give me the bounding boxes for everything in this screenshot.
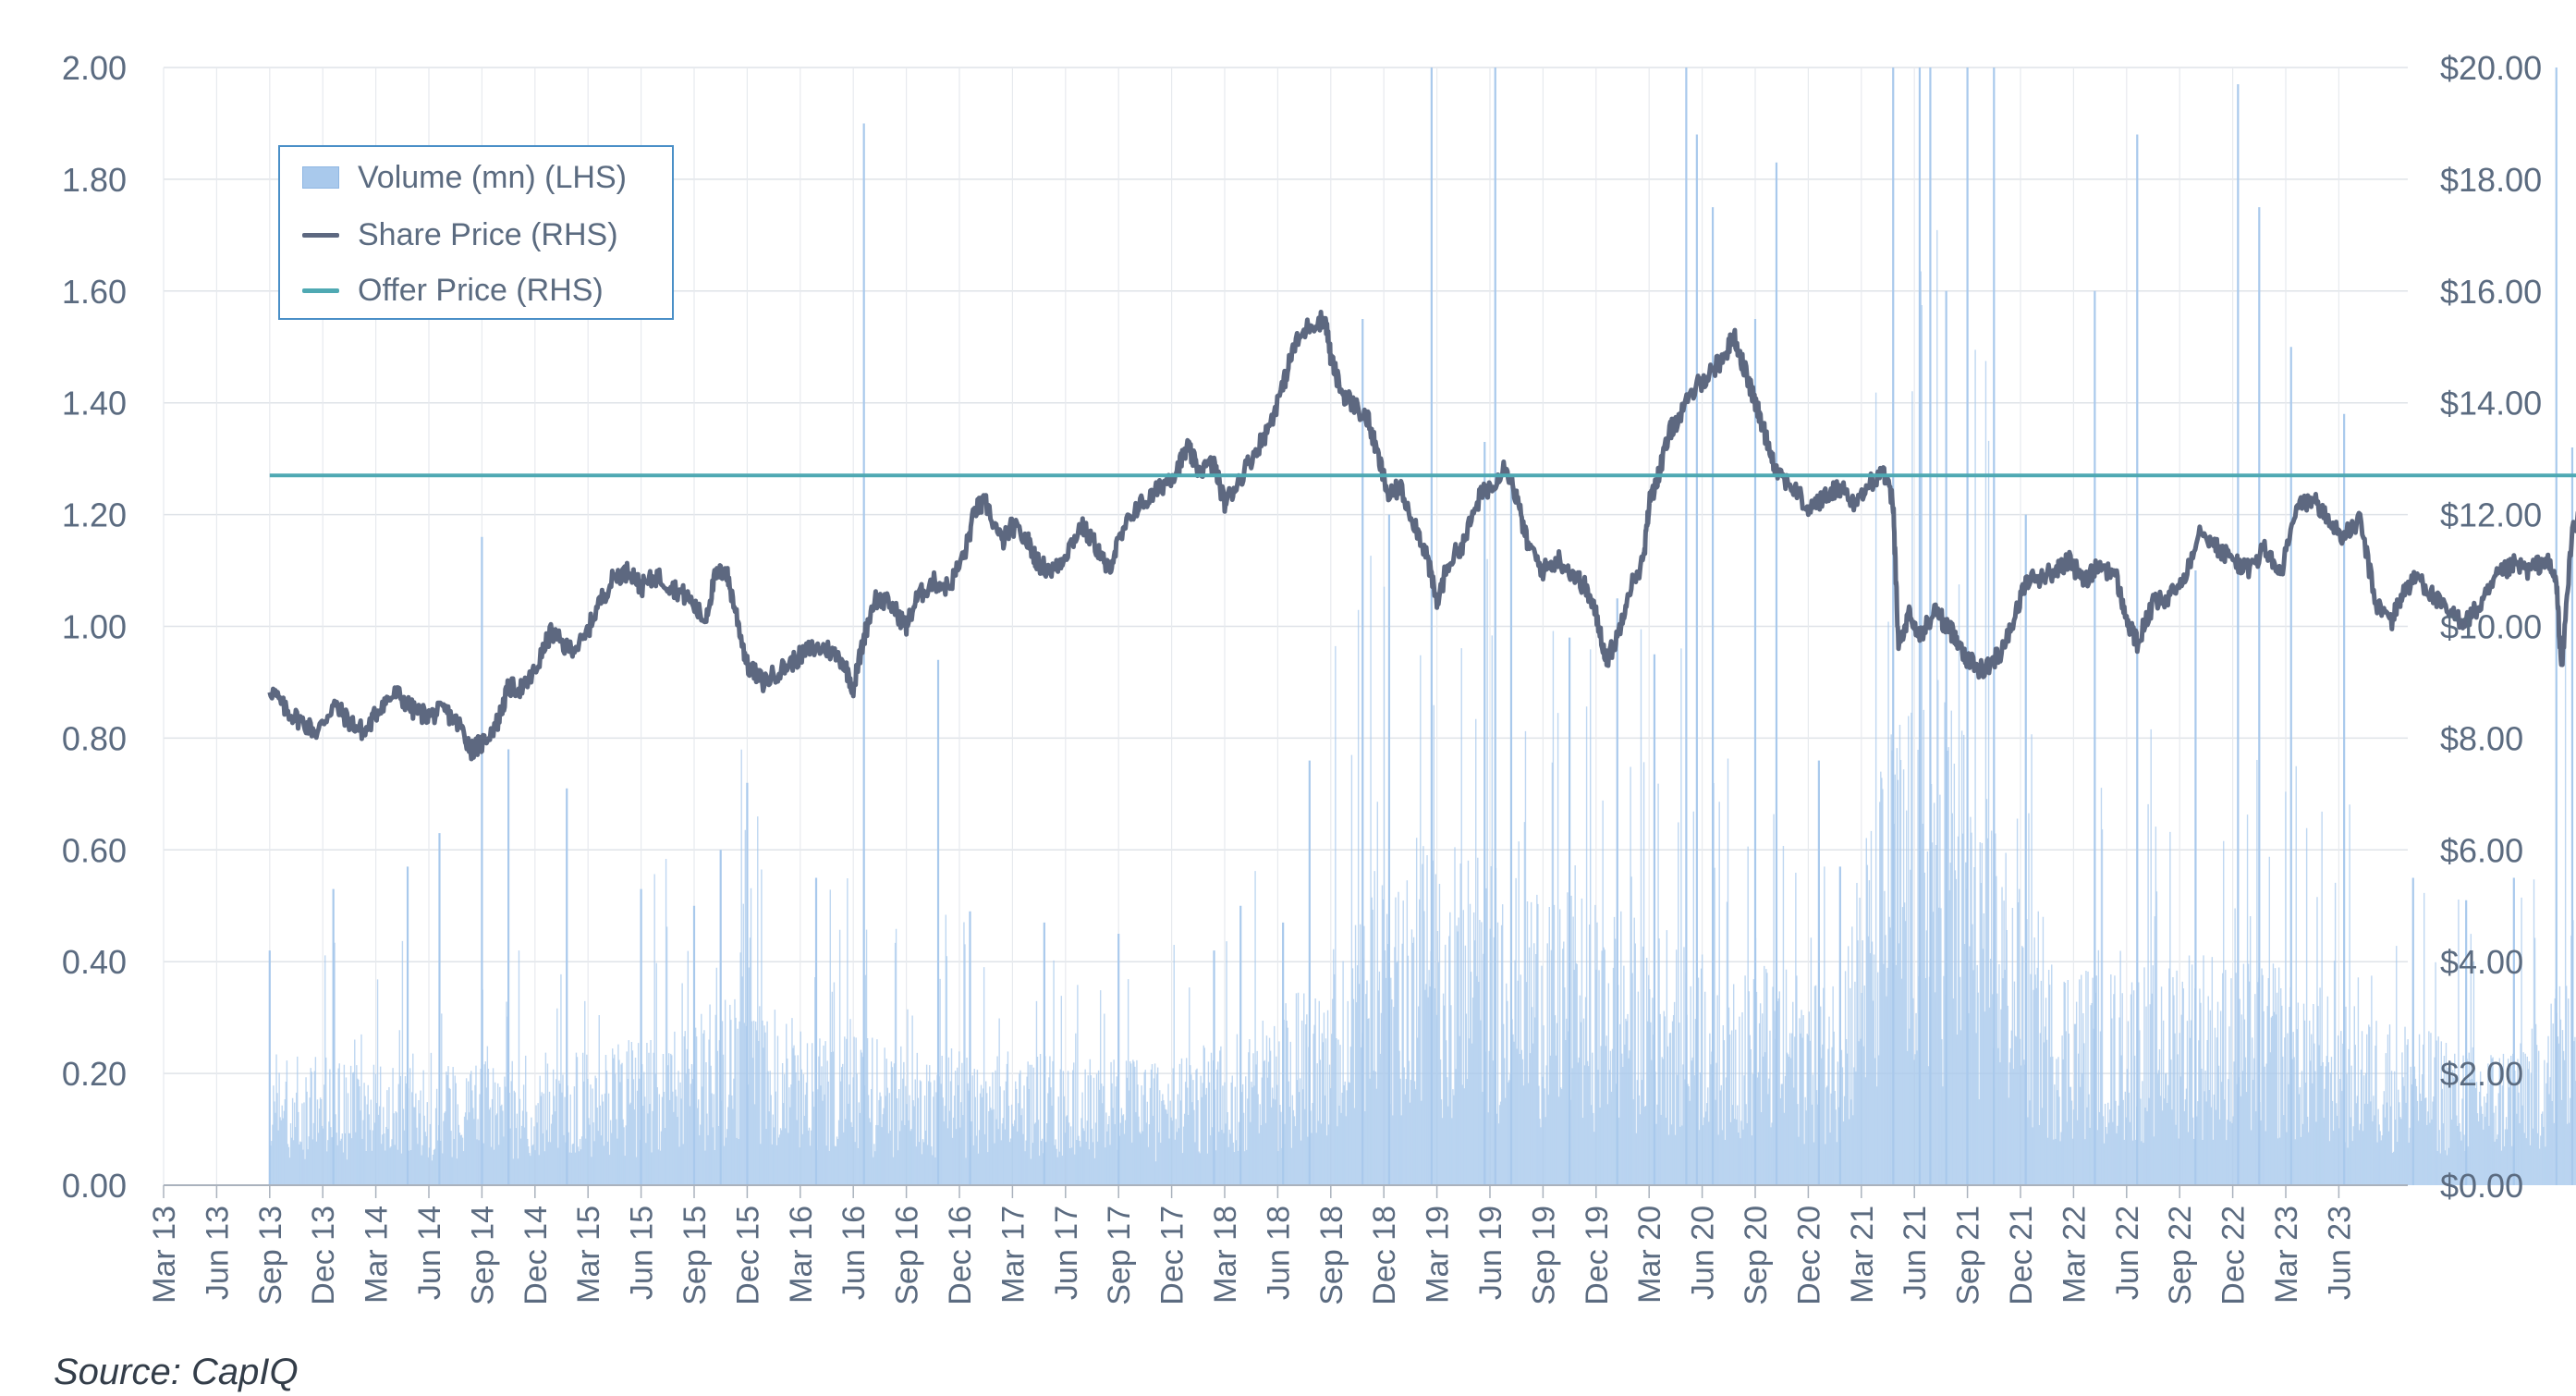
- x-tick-label: Dec 17: [1155, 1206, 1190, 1305]
- x-tick-label: Dec 19: [1580, 1206, 1615, 1305]
- x-tick-label: Dec 18: [1367, 1206, 1402, 1305]
- x-tick-label: Jun 17: [1049, 1206, 1084, 1300]
- x-tick-label: Dec 15: [730, 1206, 765, 1305]
- x-tick-label: Mar 20: [1632, 1206, 1667, 1304]
- x-tick-label: Mar 23: [2269, 1206, 2304, 1304]
- right-tick-label: $12.00: [2440, 496, 2542, 534]
- x-tick-label: Sep 19: [1526, 1206, 1561, 1305]
- left-tick-label: 2.00: [62, 49, 127, 87]
- right-tick-label: $2.00: [2440, 1055, 2523, 1093]
- x-tick-label: Mar 22: [2057, 1206, 2092, 1304]
- right-tick-label: $8.00: [2440, 719, 2523, 757]
- left-tick-label: 0.00: [62, 1167, 127, 1205]
- volume-bars: [268, 67, 2576, 1185]
- x-tick-label: Jun 23: [2322, 1206, 2357, 1300]
- right-tick-label: $0.00: [2440, 1167, 2523, 1205]
- price-lines: [267, 310, 2576, 762]
- right-axis-ticks: $0.00 $2.00 $4.00 $6.00 $8.00 $10.00 $12.00 $14…: [2440, 49, 2542, 1205]
- x-tick-label: Mar 13: [147, 1206, 182, 1304]
- legend-item-share-price: Share Price (RHS): [302, 212, 618, 258]
- x-tick-label: Sep 21: [1951, 1206, 1986, 1305]
- x-tick-label: Sep 15: [678, 1206, 713, 1305]
- right-tick-label: $4.00: [2440, 943, 2523, 981]
- legend-item-volume: Volume (mn) (LHS): [302, 154, 627, 201]
- x-tick-label: Jun 15: [625, 1206, 660, 1300]
- x-tick-label: Jun 18: [1261, 1206, 1296, 1300]
- left-tick-label: 0.20: [62, 1055, 127, 1093]
- left-tick-label: 0.60: [62, 831, 127, 869]
- x-tick-label: Mar 19: [1421, 1206, 1456, 1304]
- x-tick-label: Sep 13: [253, 1206, 288, 1305]
- x-tick-label: Sep 20: [1739, 1206, 1774, 1305]
- x-tick-label: Mar 18: [1208, 1206, 1243, 1304]
- legend-item-offer-price: Offer Price (RHS): [302, 267, 604, 313]
- x-tick-label: Jun 21: [1898, 1206, 1933, 1300]
- right-tick-label: $18.00: [2440, 161, 2542, 199]
- x-tick-label: Dec 21: [2004, 1206, 2039, 1305]
- axes: [163, 1184, 2408, 1198]
- left-tick-label: 0.80: [62, 719, 127, 757]
- x-tick-label: Sep 17: [1102, 1206, 1137, 1305]
- legend-label-offer-price: Offer Price (RHS): [358, 272, 604, 308]
- right-tick-label: $16.00: [2440, 273, 2542, 311]
- left-axis-ticks: 0.00 0.20 0.40 0.60 0.80 1.00 1.20 1.40 1.60 1.80…: [62, 49, 127, 1205]
- x-tick-label: Sep 16: [890, 1206, 925, 1305]
- left-tick-label: 1.80: [62, 161, 127, 199]
- x-tick-label: Mar 17: [995, 1206, 1031, 1304]
- left-tick-label: 1.60: [62, 273, 127, 311]
- legend: Volume (mn) (LHS) Share Price (RHS) Offe…: [278, 145, 674, 320]
- x-tick-label: Jun 16: [836, 1206, 872, 1300]
- x-axis-ticks: Mar 13 Jun 13 Sep 13 Dec 13 Mar 14 Jun 14 Sep …: [147, 1206, 2357, 1305]
- left-tick-label: 1.40: [62, 385, 127, 422]
- x-tick-label: Dec 22: [2216, 1206, 2252, 1305]
- x-tick-label: Dec 14: [519, 1206, 554, 1305]
- x-tick-label: Sep 18: [1314, 1206, 1349, 1305]
- x-tick-label: Jun 19: [1473, 1206, 1508, 1300]
- x-tick-label: Jun 20: [1686, 1206, 1721, 1300]
- right-tick-label: $14.00: [2440, 385, 2542, 422]
- x-tick-label: Sep 22: [2163, 1206, 2198, 1305]
- x-tick-label: Mar 15: [571, 1206, 606, 1304]
- x-tick-label: Sep 14: [465, 1206, 500, 1305]
- share-price-line: [267, 310, 2576, 762]
- right-tick-label: $6.00: [2440, 831, 2523, 869]
- left-tick-label: 1.00: [62, 608, 127, 646]
- x-tick-label: Mar 16: [784, 1206, 819, 1304]
- legend-swatch-share-price: [302, 232, 339, 238]
- legend-label-share-price: Share Price (RHS): [358, 216, 618, 252]
- legend-label-volume: Volume (mn) (LHS): [358, 159, 627, 195]
- legend-swatch-offer-price: [302, 288, 339, 293]
- x-tick-label: Jun 14: [412, 1206, 447, 1300]
- source-note: Source: CapIQ: [54, 1352, 299, 1392]
- right-tick-label: $20.00: [2440, 49, 2542, 87]
- x-tick-label: Mar 21: [1845, 1206, 1880, 1304]
- x-tick-label: Jun 13: [200, 1206, 235, 1300]
- x-tick-label: Mar 14: [360, 1206, 395, 1304]
- x-tick-label: Dec 13: [306, 1206, 341, 1305]
- right-tick-label: $10.00: [2440, 608, 2542, 646]
- x-tick-label: Dec 20: [1791, 1206, 1826, 1305]
- legend-swatch-volume: [302, 166, 339, 189]
- left-tick-label: 1.20: [62, 496, 127, 534]
- x-tick-label: Dec 16: [943, 1206, 978, 1305]
- left-tick-label: 0.40: [62, 943, 127, 981]
- x-tick-label: Jun 22: [2110, 1206, 2145, 1300]
